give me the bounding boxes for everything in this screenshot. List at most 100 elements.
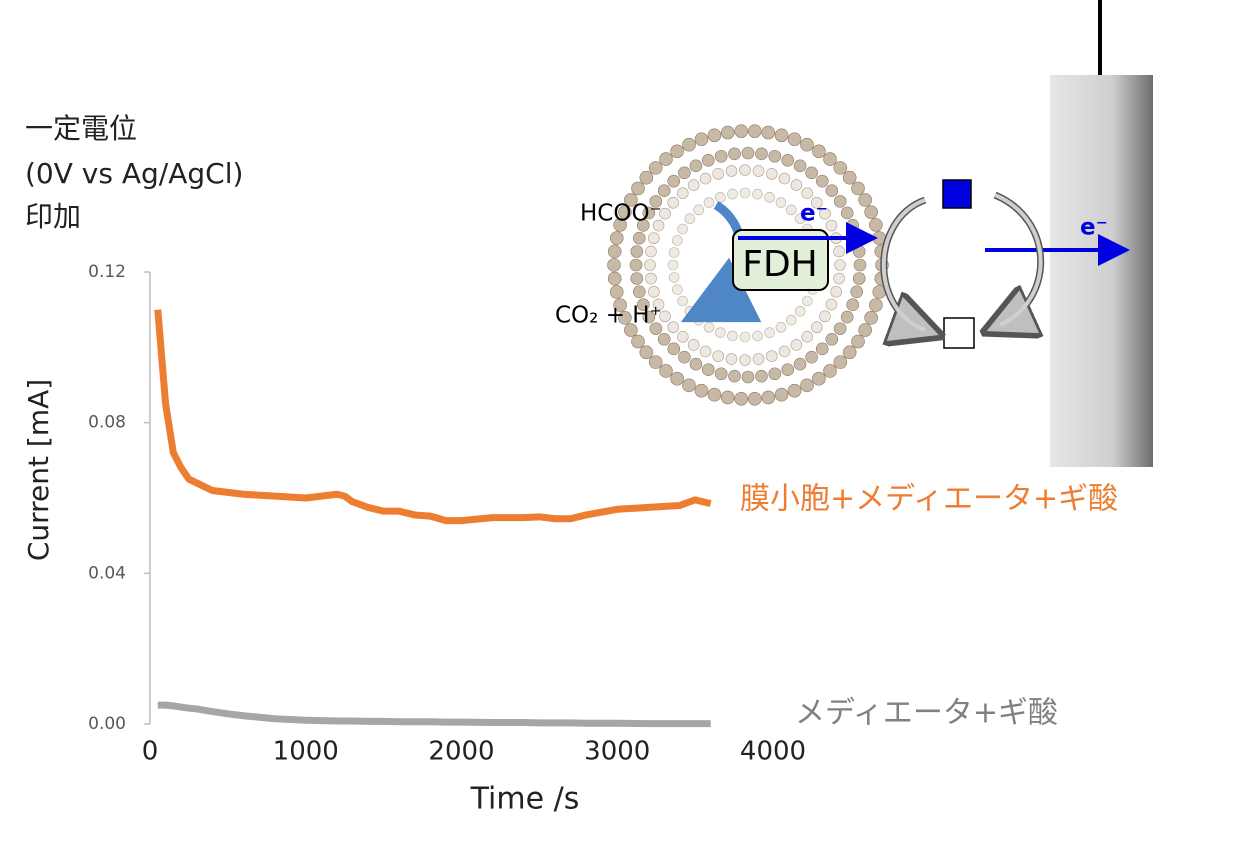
lipid-head bbox=[725, 165, 738, 177]
lipid-head bbox=[684, 213, 696, 225]
lipid-head bbox=[693, 314, 705, 326]
lipid-head bbox=[727, 188, 738, 200]
lipid-head bbox=[648, 161, 663, 175]
lipid-head bbox=[864, 205, 878, 219]
lipid-head bbox=[781, 363, 795, 377]
cycle-arrow bbox=[995, 191, 1045, 325]
x-tick-label: 2000 bbox=[428, 737, 494, 767]
lipid-head bbox=[644, 259, 656, 271]
lipid-head bbox=[707, 128, 722, 143]
lipid-head bbox=[778, 345, 791, 358]
electrode bbox=[1050, 75, 1153, 467]
y-tick-label: 0.04 bbox=[88, 563, 126, 583]
lipid-head bbox=[739, 354, 751, 366]
lipid-head bbox=[747, 124, 762, 138]
vesicle bbox=[607, 124, 889, 406]
series-line bbox=[157, 701, 711, 728]
electron-label: e⁻ bbox=[1080, 215, 1108, 241]
substrate-label: HCOO⁻ bbox=[580, 201, 662, 227]
lipid-head bbox=[667, 342, 681, 356]
lipid-head bbox=[657, 332, 671, 346]
y-tick-label: 0.08 bbox=[88, 413, 126, 433]
lipid-head bbox=[741, 370, 755, 384]
lipid-head bbox=[768, 149, 782, 163]
x-tick-label: 0 bbox=[142, 737, 159, 767]
lipid-head bbox=[775, 197, 787, 208]
lipid-head bbox=[761, 390, 776, 405]
lipid-head bbox=[812, 144, 826, 159]
lipid-head bbox=[764, 192, 775, 203]
lipid-head bbox=[825, 298, 838, 311]
lipid-head bbox=[805, 350, 818, 364]
lipid-head bbox=[851, 334, 865, 349]
lipid-head bbox=[728, 369, 741, 383]
lipid-head bbox=[645, 272, 657, 285]
lipid-head bbox=[648, 285, 660, 298]
lipid-head bbox=[747, 392, 762, 406]
lipid-head bbox=[657, 184, 671, 198]
lipid-head bbox=[727, 330, 738, 342]
lipid-head bbox=[761, 125, 776, 140]
lipid-head bbox=[720, 125, 735, 140]
lipid-head bbox=[739, 331, 751, 343]
lipid-head bbox=[720, 390, 735, 405]
electron-label: e⁻ bbox=[800, 201, 828, 227]
lipid-head bbox=[775, 322, 787, 333]
lipid-head bbox=[765, 168, 778, 180]
lipid-head bbox=[684, 305, 696, 317]
lipid-head bbox=[689, 159, 703, 173]
lipid-head bbox=[842, 170, 857, 185]
lipid-head bbox=[618, 311, 632, 325]
lipid-head bbox=[618, 205, 632, 219]
lipid-head bbox=[714, 367, 728, 381]
lipid-head bbox=[823, 364, 837, 378]
lipid-head bbox=[631, 181, 645, 196]
lipid-head bbox=[755, 369, 768, 383]
lipid-head bbox=[846, 298, 860, 312]
series-label: メディエータ+ギ酸 bbox=[795, 696, 1058, 731]
lipid-head bbox=[636, 298, 650, 312]
enzyme-label: FDH bbox=[742, 244, 818, 285]
lipid-head bbox=[701, 363, 715, 377]
lipid-head bbox=[810, 196, 823, 209]
lipid-head bbox=[801, 187, 814, 200]
plot-area: 0.00 0.04 0.08 0.12 0 1000 2000 3000 4000 膜小胞+メディ… bbox=[88, 262, 1118, 767]
lipid-head bbox=[833, 355, 848, 369]
lipid-head bbox=[607, 258, 621, 272]
y-tick-label: 0.00 bbox=[88, 714, 126, 734]
y-tick-label: 0.12 bbox=[88, 262, 126, 282]
lipid-head bbox=[712, 350, 725, 362]
lipid-head bbox=[712, 168, 725, 180]
lipid-head bbox=[693, 204, 705, 216]
lipid-head bbox=[787, 383, 802, 398]
lipid-head bbox=[785, 314, 797, 326]
lipid-head bbox=[752, 165, 765, 177]
lipid-head bbox=[858, 323, 872, 337]
lipid-head bbox=[636, 218, 650, 232]
lipid-head bbox=[639, 345, 654, 360]
lipid-head bbox=[765, 350, 778, 362]
lipid-head bbox=[819, 207, 831, 220]
lipid-head bbox=[800, 137, 814, 152]
lipid-head bbox=[752, 353, 765, 365]
lipid-head bbox=[852, 245, 866, 258]
lipid-head bbox=[642, 310, 656, 324]
lipid-head bbox=[869, 218, 883, 232]
x-tick-label: 1000 bbox=[273, 737, 339, 767]
lipid-head bbox=[701, 153, 715, 167]
series-label: 膜小胞+メディエータ+ギ酸 bbox=[740, 482, 1118, 517]
lipid-head bbox=[642, 206, 656, 220]
lipid-head bbox=[694, 132, 709, 147]
lipid-head bbox=[715, 327, 726, 338]
lipid-head bbox=[659, 364, 673, 378]
lipid-head bbox=[819, 310, 831, 323]
lipid-head bbox=[741, 146, 755, 160]
product-label: CO₂ + H⁺ bbox=[555, 303, 662, 329]
lipid-head bbox=[794, 305, 806, 317]
lipid-head bbox=[613, 218, 627, 232]
lipid-head bbox=[805, 166, 818, 180]
x-tick-label: 4000 bbox=[740, 737, 806, 767]
lipid-head bbox=[689, 357, 703, 371]
lipid-head bbox=[609, 231, 624, 245]
